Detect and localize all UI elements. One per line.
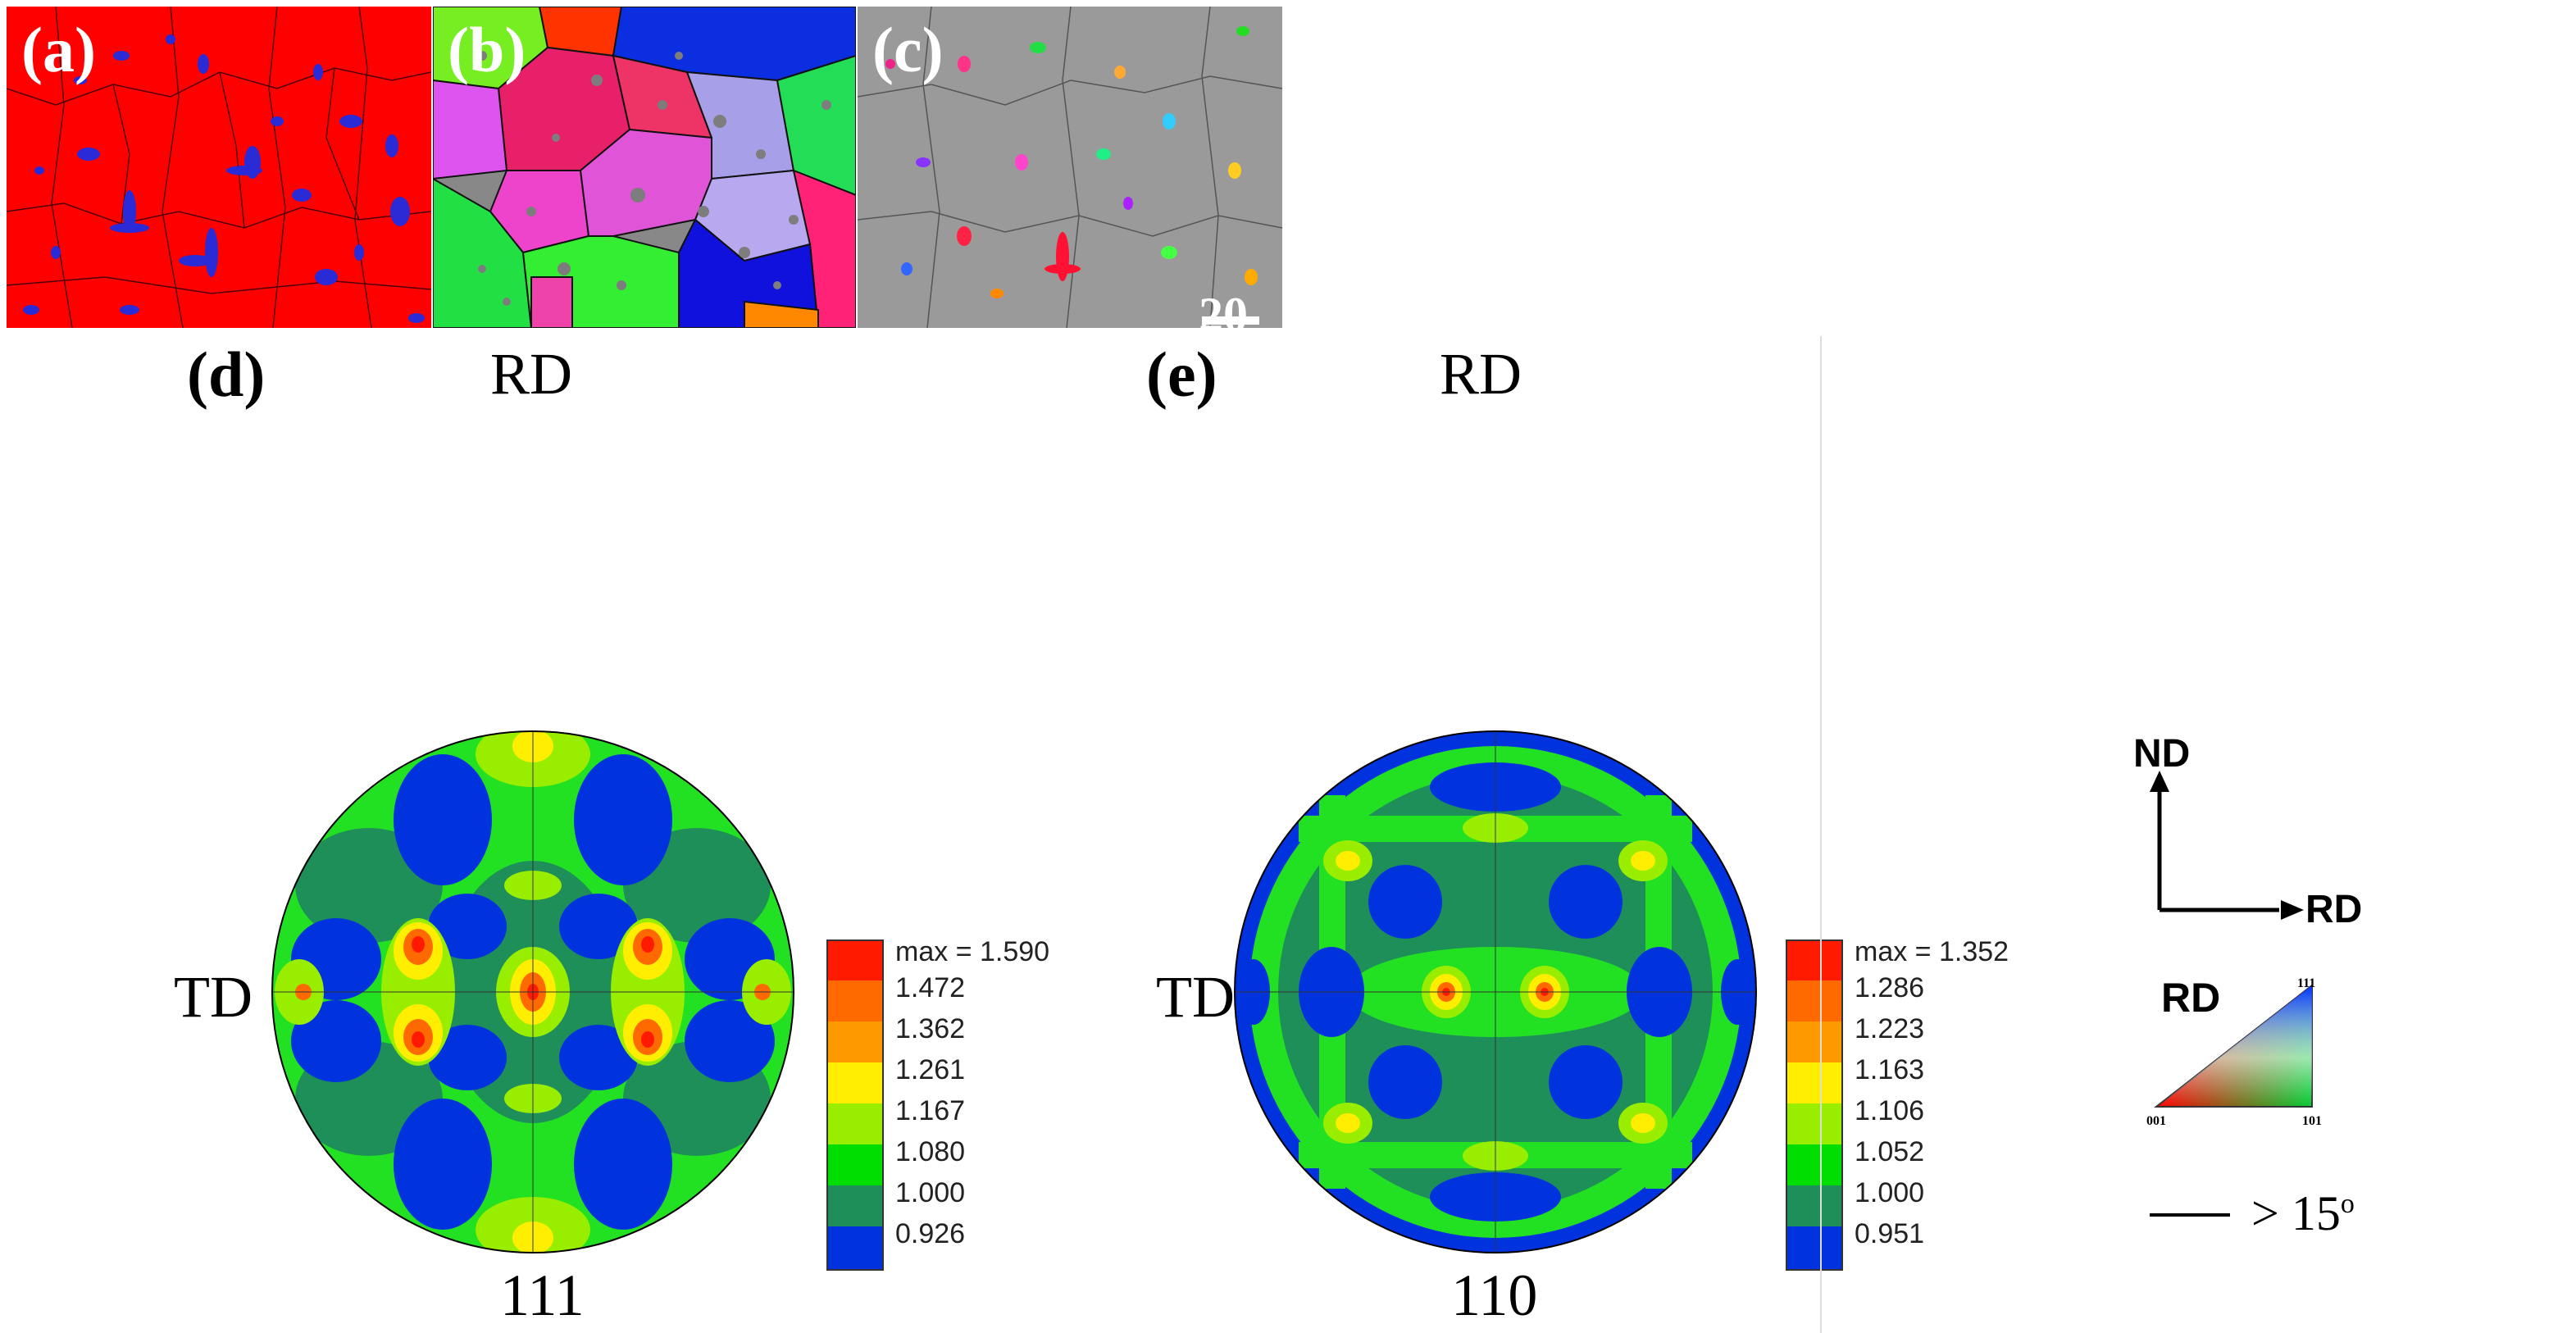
ipf-key-title: RD — [2161, 975, 2221, 1021]
legend-e-level: 1.106 — [1855, 1095, 1925, 1126]
pole-figure-111 — [271, 730, 794, 1253]
boundary-degree: o — [2340, 1189, 2355, 1219]
legend-d-level: 1.000 — [895, 1177, 966, 1208]
legend-d-max: max = 1.590 — [895, 936, 1050, 967]
legend-e-level: 1.223 — [1855, 1013, 1925, 1044]
axis-up-label: ND — [2133, 732, 2191, 776]
legend-d-level: 1.167 — [895, 1095, 966, 1126]
orientation-map-graphic — [433, 7, 856, 328]
pole-figure-110 — [1234, 730, 1757, 1253]
legend-e-max: max = 1.352 — [1855, 936, 2009, 967]
pole-figure-e-bottom-label: 110 — [1451, 1262, 1538, 1328]
pole-figure-d-bottom-label: 111 — [500, 1262, 585, 1328]
panel-b-label: (b) — [448, 14, 526, 85]
legend-d-level: 1.472 — [895, 972, 966, 1003]
legend-d-level: 1.080 — [895, 1136, 966, 1167]
legend-e-level: 1.000 — [1855, 1177, 1925, 1208]
ipf-corner-101: 101 — [2302, 1114, 2322, 1128]
panel-divider — [1820, 336, 1822, 1333]
panel-d-label: (d) — [187, 339, 266, 410]
ipf-overlay-panel: (c) 20 μm — [858, 7, 1282, 328]
pole-figure-d-top-label: RD — [490, 341, 573, 407]
legend-d-level: 1.261 — [895, 1054, 966, 1085]
ipf-color-key — [2154, 983, 2313, 1108]
pole-figure-e-legend: max = 1.352 1.286 1.223 1.163 1.106 1.05… — [1786, 936, 2032, 1271]
panel-c-label: (c) — [872, 14, 944, 85]
boundary-legend-line — [2150, 1213, 2230, 1217]
legend-d-level: 1.362 — [895, 1013, 966, 1044]
legend-e-level: 0.951 — [1855, 1218, 1925, 1249]
pole-figure-d-left-label: TD — [174, 964, 253, 1030]
boundary-legend-label: > 15o — [2251, 1189, 2355, 1238]
panel-a-label: (a) — [21, 14, 96, 85]
pole-figure-d-legend: max = 1.590 1.472 1.362 1.261 1.167 1.08… — [826, 936, 1072, 1271]
scale-bar — [1202, 316, 1259, 325]
pole-figure-e-top-label: RD — [1440, 341, 1522, 407]
sample-axes — [2150, 771, 2304, 920]
legend-e-level: 1.286 — [1855, 972, 1925, 1003]
ipf-corner-001: 001 — [2146, 1114, 2166, 1128]
pole-figure-e-left-label: TD — [1156, 964, 1235, 1030]
panel-e-label: (e) — [1146, 339, 1217, 410]
axis-right-label: RD — [2305, 888, 2363, 931]
boundary-angle: > 15 — [2251, 1186, 2341, 1240]
ipf-corner-111: 111 — [2297, 976, 2316, 990]
orientation-map-panel: (b) — [433, 7, 856, 328]
ipf-overlay-graphic — [858, 7, 1282, 328]
legend-e-level: 1.163 — [1855, 1054, 1925, 1085]
phase-map-panel: (a) — [7, 7, 431, 328]
legend-e-level: 1.052 — [1855, 1136, 1925, 1167]
legend-d-level: 0.926 — [895, 1218, 966, 1249]
phase-map-graphic — [7, 7, 431, 328]
